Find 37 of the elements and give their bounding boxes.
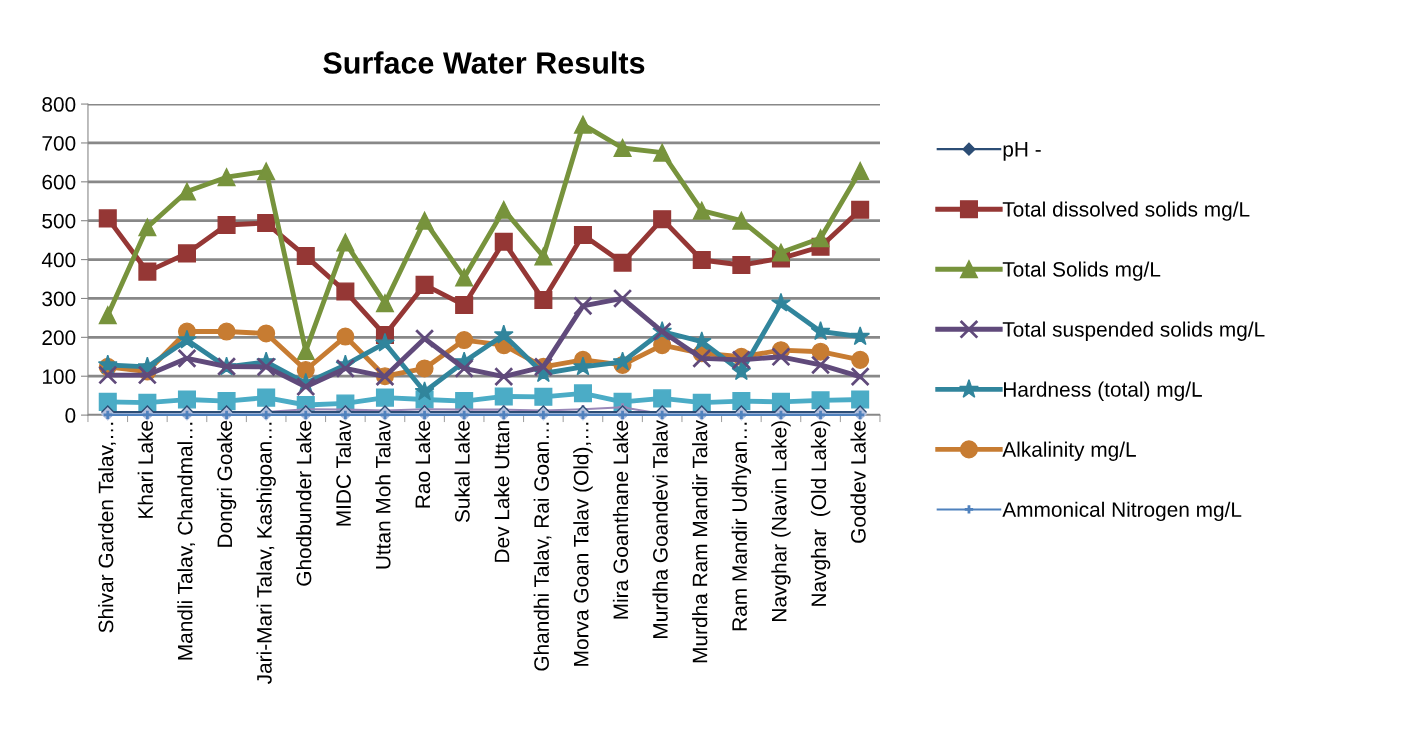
y-tick-label: 300 [42, 291, 76, 307]
y-tick-label: 500 [42, 213, 76, 229]
legend-label: Total Solids mg/L [1002, 261, 1161, 281]
y-tick-label: 400 [41, 252, 76, 268]
x-tick-label: Navghar (Old Lake) [810, 421, 831, 606]
legend-label: Hardness (total) mg/L [1004, 381, 1202, 401]
y-tick-label: 200 [42, 330, 76, 346]
x-tick-label: Ghandhi Talav, Rai Goan… [533, 422, 552, 671]
x-tick-label: Mira Goanthane Lake [612, 420, 629, 619]
x-tick-label: Ghodbunder Lake [296, 420, 312, 586]
x-tick-label: Ram Mandir Udhyan… [731, 422, 752, 631]
y-tick-label: 600 [42, 174, 76, 190]
legend-label: Ammonical Nitrogen mg/L [1002, 501, 1242, 522]
x-tick-label: Uttan Moh Talav [375, 420, 391, 569]
legend-label: pH - [1003, 142, 1041, 161]
legend-label: Total dissolved solids mg/L [1002, 201, 1250, 221]
legend-label: Alkalinity mg/L [1002, 441, 1136, 461]
y-tick-label: 100 [43, 369, 76, 384]
x-tick-label: Goddev Lake [850, 420, 866, 543]
y-tick-label: 0 [65, 408, 76, 423]
y-tick-label: 800 [42, 97, 76, 112]
x-tick-label: MIDC Talav [335, 420, 351, 526]
x-tick-label: Rao Lake [414, 420, 431, 508]
x-tick-label: Murdha Goandevi Talav [652, 420, 668, 638]
x-tick-label: Sukal Lake [454, 420, 470, 523]
x-tick-label: Navghar (Navin Lake) [771, 421, 791, 621]
x-tick-label: Dev Lake Uttan [494, 421, 510, 562]
x-tick-label: Murdha Ram Mandir Talav [692, 420, 708, 663]
chart-title: Surface Water Results [323, 51, 645, 74]
legend-label: Total suspended solids mg/L [1002, 321, 1265, 341]
x-tick-label: Morva Goan Talav (Old),… [573, 422, 593, 666]
x-tick-label: Jari-Mari Talav, Kashigoan… [256, 422, 276, 685]
x-tick-label: Mandli Talav, Chandmal… [177, 422, 196, 660]
y-tick-label: 700 [42, 135, 76, 151]
x-tick-label: Khari Lake [137, 420, 153, 518]
x-tick-label: Dongri Goake [216, 420, 237, 547]
x-tick-label: Shivar Garden Talav,… [98, 422, 116, 633]
